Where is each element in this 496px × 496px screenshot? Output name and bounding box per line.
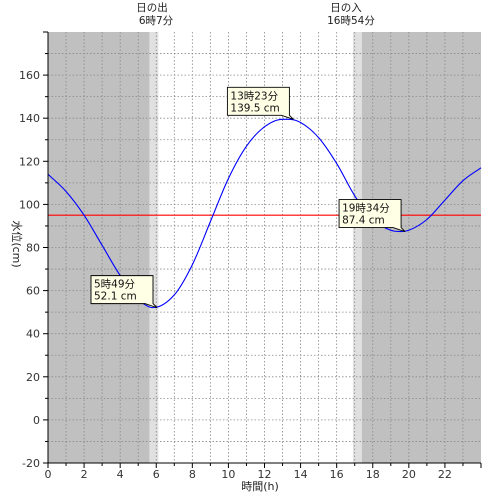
y-tick-label: 60 xyxy=(26,285,40,298)
x-tick-label: 8 xyxy=(189,468,196,481)
y-tick-label: 80 xyxy=(26,242,40,255)
x-tick-label: 0 xyxy=(45,468,52,481)
sunset-label: 日の入 xyxy=(330,2,362,14)
y-tick-label: 100 xyxy=(19,198,40,211)
callout-time: 5時49分 xyxy=(94,279,136,291)
sunrise-label: 日の出 xyxy=(136,1,168,14)
callout-time: 13時23分 xyxy=(230,90,278,102)
y-tick-label: 0 xyxy=(33,414,40,427)
x-tick-label: 10 xyxy=(221,468,235,481)
y-tick-label: 140 xyxy=(19,112,40,125)
callout-value: 139.5 cm xyxy=(230,102,279,114)
y-axis-label: 水位(cm) xyxy=(10,220,24,267)
sunset-time: 16時54分 xyxy=(327,15,375,27)
plot-frame xyxy=(43,31,482,468)
x-tick-label: 22 xyxy=(438,468,452,481)
y-tick-label: 20 xyxy=(26,371,40,384)
x-tick-label: 14 xyxy=(294,468,308,481)
callout-box xyxy=(90,275,158,309)
callout-value: 87.4 cm xyxy=(342,215,385,227)
y-tick-labels: -20 0 20 40 60 80 100 120 140 160 xyxy=(19,69,40,470)
x-tick-label: 12 xyxy=(258,468,272,481)
sunrise-time: 6時7分 xyxy=(139,15,174,27)
x-tick-label: 18 xyxy=(366,468,380,481)
grid xyxy=(48,32,481,463)
x-tick-label: 16 xyxy=(330,468,344,481)
x-tick-label: 20 xyxy=(402,468,416,481)
x-tick-label: 2 xyxy=(81,468,88,481)
y-tick-label: -20 xyxy=(22,457,40,470)
x-axis-label: 時間(h) xyxy=(241,480,279,493)
y-tick-label: 120 xyxy=(19,155,40,168)
callout-box xyxy=(338,199,406,232)
callout-value: 52.1 cm xyxy=(94,291,137,303)
x-tick-labels: 0 2 4 6 8 10 12 14 16 18 20 22 xyxy=(45,468,452,481)
x-tick-label: 6 xyxy=(153,468,160,481)
callout-box xyxy=(226,86,294,120)
callout-time: 19時34分 xyxy=(342,203,390,215)
x-tick-label: 4 xyxy=(117,468,124,481)
y-tick-label: 160 xyxy=(19,69,40,82)
y-tick-label: 40 xyxy=(26,328,40,341)
